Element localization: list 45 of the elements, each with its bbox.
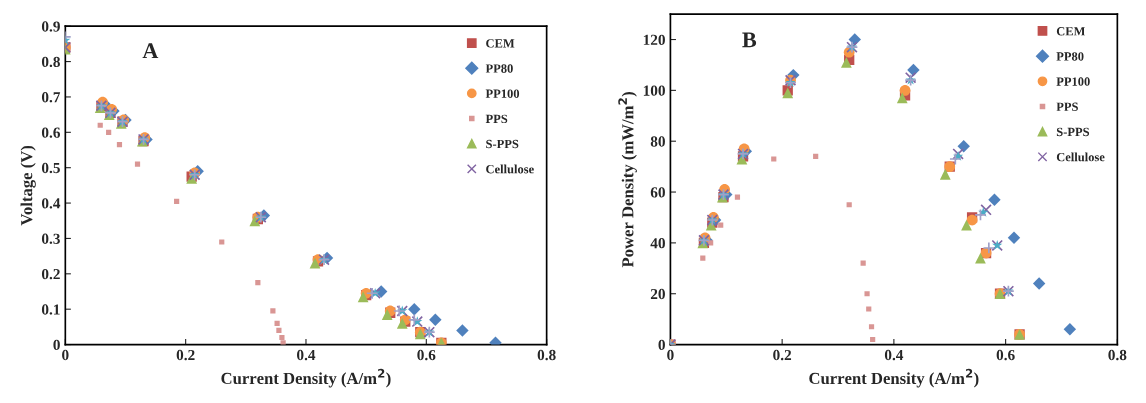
- x-tick-label: 0.2: [773, 349, 792, 361]
- x-tick-label: 0.8: [537, 349, 556, 361]
- y-tick-label: 100: [643, 85, 665, 96]
- y-tick-label: 40: [650, 238, 665, 249]
- legend-label: Cellulose: [486, 164, 534, 174]
- y-tick-label: 0.8: [41, 56, 60, 68]
- y-tick-label: 0.2: [41, 268, 60, 280]
- x-tick-label: 0.4: [297, 349, 316, 361]
- y-axis-title: Power Density (mW/m$^{2}$): [618, 91, 637, 268]
- legend-label: PPS: [485, 114, 508, 124]
- y-tick-label: 0.3: [41, 233, 60, 244]
- y-tick-label: 0.9: [41, 21, 60, 32]
- y-tick-label: 0.4: [41, 198, 61, 209]
- y-tick-label: 0.5: [41, 162, 60, 174]
- y-tick-label: 0: [53, 339, 60, 351]
- x-tick-label: 0: [62, 349, 69, 361]
- x-axis-title: Current Density (A/m$^{2}$): [809, 368, 979, 388]
- legend-label: PP100: [1056, 77, 1090, 86]
- y-tick-label: 0.1: [41, 304, 60, 315]
- legend-label: PPS: [1056, 102, 1078, 111]
- x-tick-label: 0.6: [996, 349, 1015, 361]
- annotation: B: [742, 32, 757, 48]
- legend-label: CEM: [486, 39, 515, 48]
- legend-label: PP80: [1056, 52, 1084, 61]
- x-tick-label: 0.6: [417, 349, 436, 361]
- y-tick-label: 0.7: [41, 92, 61, 103]
- legend-label: PP100: [485, 89, 520, 98]
- y-tick-label: 60: [650, 187, 665, 198]
- x-axis-title: Current Density (A/m$^{2}$): [221, 368, 391, 388]
- annotation: A: [142, 43, 159, 59]
- x-tick-label: 0: [667, 349, 674, 361]
- y-tick-label: 0: [658, 339, 665, 351]
- legend-label: S-PPS: [486, 139, 519, 149]
- x-tick-label: 0.2: [176, 349, 195, 361]
- y-axis-title: Voltage (V): [20, 145, 36, 226]
- y-tick-label: 80: [650, 136, 665, 147]
- legend-label: PP80: [485, 64, 513, 73]
- y-tick-label: 20: [650, 288, 665, 300]
- x-tick-label: 0.8: [1108, 349, 1127, 361]
- legend-label: S-PPS: [1056, 127, 1090, 137]
- x-tick-label: 0.4: [884, 349, 904, 361]
- legend-label: Cellulose: [1056, 152, 1105, 162]
- y-tick-label: 0.6: [41, 127, 61, 138]
- legend-label: CEM: [1056, 27, 1086, 36]
- y-tick-label: 120: [643, 34, 665, 45]
